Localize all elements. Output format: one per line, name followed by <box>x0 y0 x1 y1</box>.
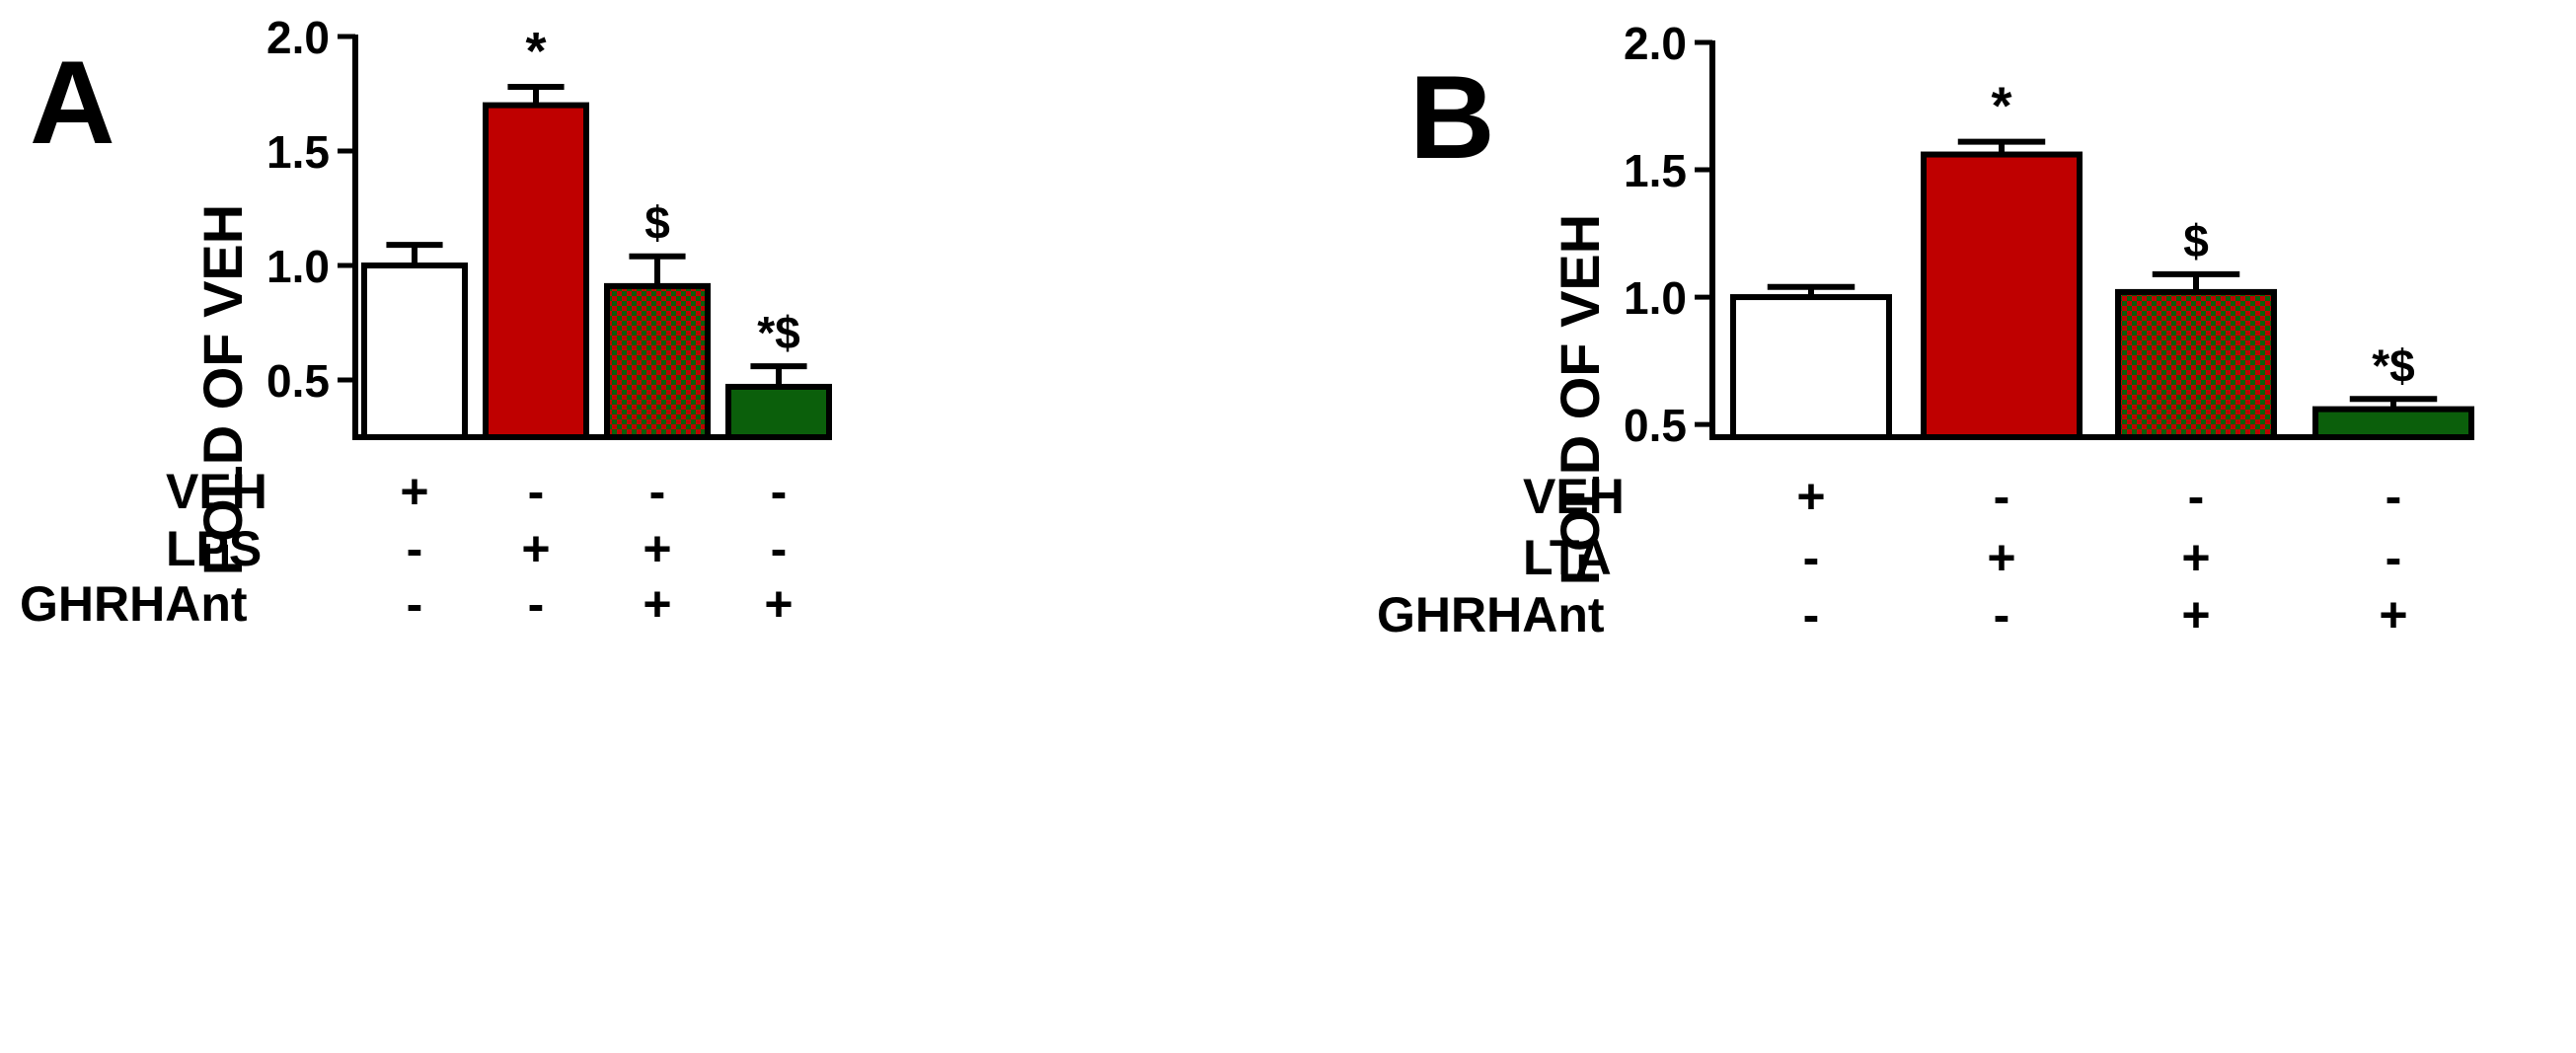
panel-a-significance-2: * <box>525 22 546 81</box>
panel-b-significance-2: * <box>1991 77 2011 136</box>
panel-a-treatment-sign: + <box>643 521 671 576</box>
panel-b-error-bars <box>1767 138 2438 410</box>
panel-a-axes: 0.5 1.0 1.5 2.0 <box>266 12 728 440</box>
panel-a-treatment-sign: - <box>407 521 423 576</box>
panel-b-treatment-table: VEH + - - -LTA - + + -GHRHAnt - - + + <box>1377 469 2408 642</box>
panel-b-treatment-sign: + <box>2181 530 2210 585</box>
panel-b-y-tick-label: 0.5 <box>1624 400 1687 451</box>
panel-a-treatment-label-ghrhant: GHRHAnt <box>20 576 248 632</box>
panel-b-y-tick-label: 2.0 <box>1624 18 1687 69</box>
panel-a-label: A <box>30 37 115 169</box>
panel-a-y-tick-label: 1.5 <box>266 126 330 178</box>
panel-a-treatment-sign: - <box>407 576 423 632</box>
panel-b-y-axis-label: FOLD OF VEH <box>1549 214 1611 585</box>
panel-a-y-tick-label: 1.0 <box>266 241 330 292</box>
panel-a-bars <box>361 102 832 440</box>
panel-a-treatment-table: VEH + - - -LPS - + + -GHRHAnt - - + + <box>20 464 794 632</box>
panel-a-bar-1 <box>361 263 468 440</box>
panel-b-treatment-sign: + <box>2379 587 2407 642</box>
panel-b-treatment-sign: - <box>2386 469 2402 524</box>
panel-b-treatment-sign: - <box>2386 530 2402 585</box>
panel-a-treatment-sign: + <box>643 576 671 632</box>
panel-b-significance-4: *$ <box>2372 339 2414 391</box>
panel-b-y-tick-label: 1.0 <box>1624 272 1687 324</box>
panel-b-treatment-sign: - <box>1994 469 2010 524</box>
panel-b-treatment-sign: + <box>2181 587 2210 642</box>
panel-b-treatment-sign: - <box>1803 587 1820 642</box>
panel-b-annotations: *$*$ <box>1991 77 2414 392</box>
panel-a-treatment-sign: - <box>528 464 545 519</box>
panel-a-treatment-sign: - <box>771 521 788 576</box>
panel-a-y-tick-label: 2.0 <box>266 12 330 63</box>
panel-b-treatment-sign: - <box>1803 530 1820 585</box>
panel-a-bar-4 <box>725 383 832 440</box>
panel-a-treatment-sign: + <box>400 464 428 519</box>
panel-b-significance-3: $ <box>2183 215 2209 266</box>
panel-b-y-tick-label: 1.5 <box>1624 145 1687 196</box>
panel-b-treatment-sign: - <box>1994 587 2010 642</box>
panel-b-treatment-sign: - <box>2188 469 2205 524</box>
panel-a-treatment-sign: - <box>771 464 788 519</box>
panel-b-treatment-label-lta: LTA <box>1523 530 1612 585</box>
panel-a-treatment-sign: - <box>649 464 666 519</box>
panel-b-chart: B FOLD OF VEH 0.51.01.52.0 *$*$ VEH + - - -L… <box>1377 18 2474 642</box>
panel-a-annotations: *$*$ <box>525 22 799 358</box>
panel-a-y-tick-label: 0.5 <box>266 355 330 407</box>
panel-a-y-axis-label: FOLD OF VEH <box>191 204 254 575</box>
panel-b-treatment-label-veh: VEH <box>1523 469 1625 524</box>
panel-a-treatment-label-lps: LPS <box>166 521 262 576</box>
panel-b-bar-2 <box>1921 151 2083 440</box>
panel-a-significance-4: *$ <box>757 307 799 358</box>
panel-a-significance-3: $ <box>644 197 670 249</box>
panel-b-treatment-label-ghrhant: GHRHAnt <box>1377 587 1605 642</box>
panel-a-treatment-sign: - <box>528 576 545 632</box>
panel-a-treatment-label-veh: VEH <box>166 464 267 519</box>
panel-b-treatment-sign: + <box>1987 530 2015 585</box>
panel-a-treatment-sign: + <box>764 576 793 632</box>
panel-b-bar-1 <box>1730 294 1892 440</box>
panel-a-bar-2 <box>483 102 589 440</box>
panel-b-treatment-sign: + <box>1796 469 1825 524</box>
panel-a-chart: A FOLD OF VEH 0.51.01.52.0 *$*$ VEH + - - -L… <box>20 12 832 632</box>
panel-b-bars <box>1730 151 2474 441</box>
panel-a-bar-3 <box>604 282 711 440</box>
panel-b-bar-3 <box>2115 288 2277 440</box>
panel-b-label: B <box>1409 51 1495 184</box>
panel-a-treatment-sign: + <box>521 521 550 576</box>
panel-b-bar-4 <box>2312 406 2474 441</box>
panel-a-error-bars <box>386 84 807 387</box>
